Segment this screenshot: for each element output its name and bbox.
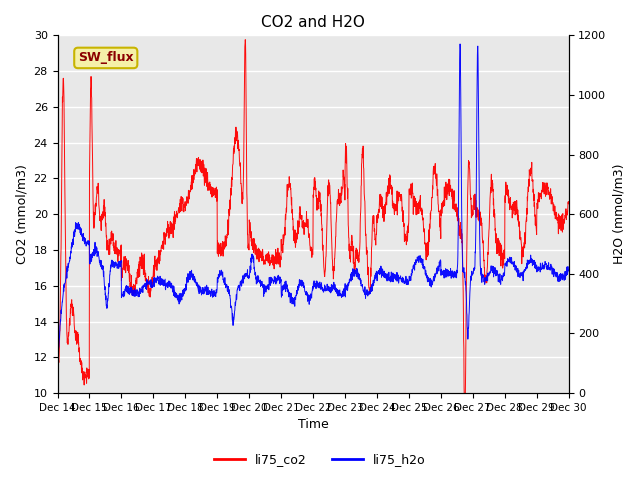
X-axis label: Time: Time [298,419,328,432]
Y-axis label: CO2 (mmol/m3): CO2 (mmol/m3) [15,164,28,264]
Text: SW_flux: SW_flux [78,51,134,64]
Title: CO2 and H2O: CO2 and H2O [261,15,365,30]
Y-axis label: H2O (mmol/m3): H2O (mmol/m3) [612,164,625,264]
Legend: li75_co2, li75_h2o: li75_co2, li75_h2o [209,448,431,471]
